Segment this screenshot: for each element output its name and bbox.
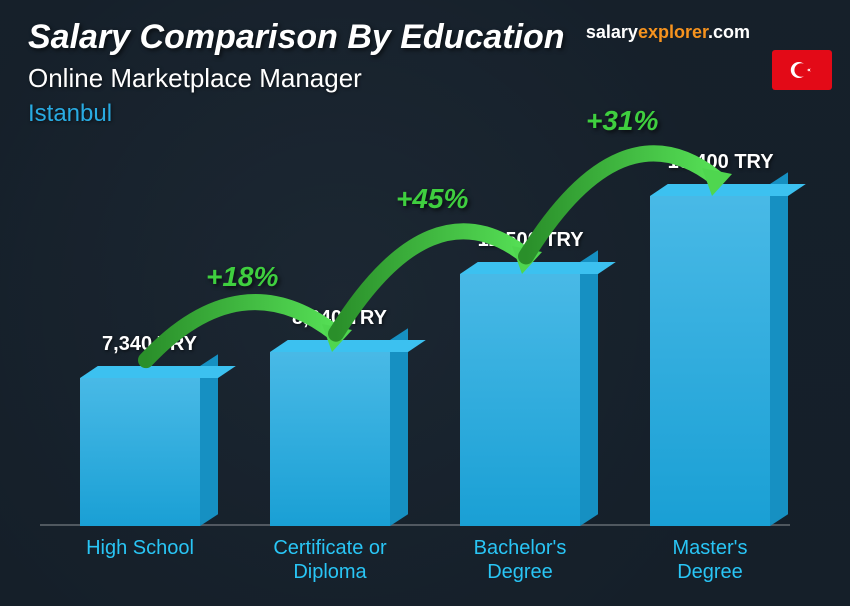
site-name-accent: explorer [638, 22, 708, 42]
site-brand: salaryexplorer.com [586, 22, 750, 43]
site-suffix: .com [708, 22, 750, 42]
bar-label: Bachelor'sDegree [430, 536, 610, 584]
flag-icon [772, 50, 832, 90]
bar-label: Master'sDegree [620, 536, 800, 584]
increase-label: +45% [396, 183, 468, 215]
location-label: Istanbul [28, 100, 565, 128]
bar-side [770, 172, 788, 526]
page-title: Salary Comparison By Education [28, 18, 565, 57]
increase-label: +31% [586, 105, 658, 137]
site-name-plain: salary [586, 22, 638, 42]
page-subtitle: Online Marketplace Manager [28, 63, 565, 94]
increase-label: +18% [206, 261, 278, 293]
bar-label: High School [50, 536, 230, 560]
header: Salary Comparison By Education Online Ma… [28, 18, 565, 128]
bar-label: Certificate orDiploma [240, 536, 420, 584]
chart: 7,340 TRYHigh School8,640 TRYCertificate… [40, 140, 790, 586]
